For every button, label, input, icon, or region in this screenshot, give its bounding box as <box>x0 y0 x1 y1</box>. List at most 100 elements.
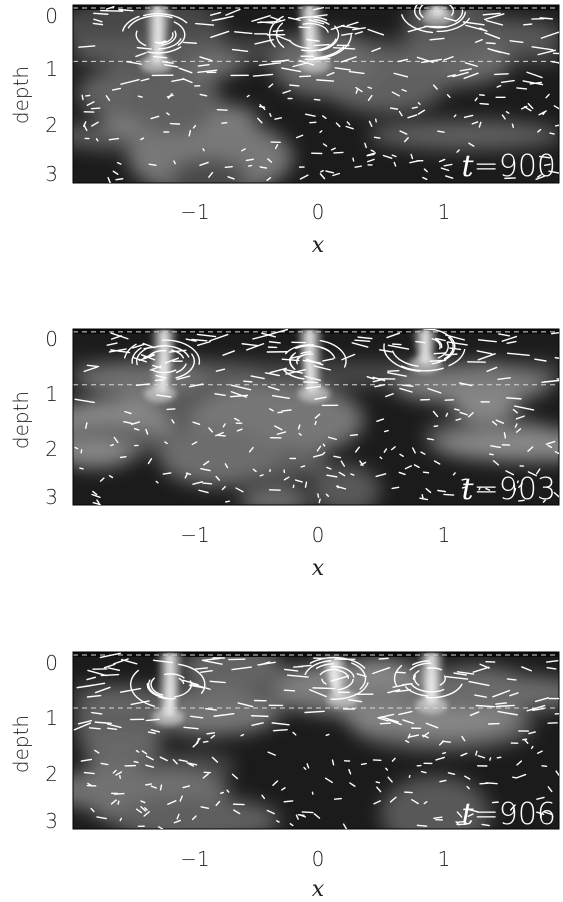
velocity-arrow <box>466 785 470 790</box>
panel-3-time-eq: = <box>474 797 499 832</box>
velocity-swirl <box>162 339 201 365</box>
velocity-swirl <box>409 662 432 671</box>
velocity-arrow <box>304 113 316 117</box>
velocity-arrow <box>191 683 211 690</box>
velocity-arrow <box>477 755 486 759</box>
panel-1-y-axis-label: depth <box>9 66 33 124</box>
velocity-arrow <box>445 412 449 417</box>
velocity-swirl <box>318 25 340 52</box>
velocity-arrow <box>233 809 241 815</box>
velocity-arrow <box>455 418 462 421</box>
panel-2-ytick-1: 1 <box>45 382 58 406</box>
velocity-arrow <box>553 491 559 498</box>
velocity-arrow <box>135 808 143 814</box>
velocity-arrow <box>200 806 210 809</box>
velocity-arrow <box>340 460 346 467</box>
velocity-arrow <box>416 824 428 827</box>
velocity-arrow <box>283 668 299 672</box>
velocity-arrow <box>537 128 542 133</box>
panel-2-ytick-0: 0 <box>45 327 58 351</box>
velocity-arrow <box>449 347 462 351</box>
velocity-arrow <box>308 689 327 698</box>
field-blobs <box>73 359 559 505</box>
panel-1-xtick-1: 1 <box>438 200 451 224</box>
velocity-arrow <box>209 333 229 342</box>
velocity-arrow <box>404 739 410 743</box>
velocity-arrow <box>197 340 212 347</box>
velocity-swirl <box>174 680 192 698</box>
velocity-arrow <box>294 479 303 483</box>
velocity-arrow <box>479 102 489 105</box>
velocity-arrow <box>196 333 217 338</box>
velocity-arrow <box>437 489 447 493</box>
velocity-arrow <box>252 73 274 77</box>
velocity-swirl <box>151 369 177 374</box>
field-blob <box>367 119 559 151</box>
velocity-arrow <box>443 56 454 61</box>
velocity-arrow <box>538 110 547 116</box>
velocity-arrow <box>459 68 472 72</box>
velocity-arrow <box>105 6 115 10</box>
velocity-arrow <box>73 722 92 731</box>
velocity-arrow <box>317 493 320 498</box>
velocity-arrow <box>173 819 181 824</box>
velocity-arrow <box>213 712 235 717</box>
velocity-arrow <box>113 436 119 444</box>
velocity-swirl <box>315 663 334 669</box>
velocity-arrow <box>282 89 291 94</box>
velocity-arrow <box>269 112 272 117</box>
velocity-arrow <box>78 45 96 48</box>
velocity-arrow <box>272 729 288 732</box>
velocity-arrow <box>147 458 153 465</box>
velocity-arrow <box>77 719 93 725</box>
velocity-arrow <box>94 721 112 725</box>
velocity-arrow <box>391 91 400 97</box>
velocity-arrow <box>287 17 301 21</box>
velocity-arrow <box>333 797 342 800</box>
velocity-arrow <box>354 165 362 168</box>
velocity-arrow <box>521 666 533 672</box>
velocity-arrow <box>376 418 385 423</box>
velocity-arrow <box>506 678 517 681</box>
velocity-arrow <box>452 71 469 78</box>
velocity-arrow <box>183 726 199 730</box>
velocity-swirl <box>175 363 187 374</box>
velocity-arrow <box>159 756 168 762</box>
velocity-arrow <box>547 786 553 793</box>
velocity-arrow <box>111 87 122 91</box>
velocity-arrow <box>341 32 353 36</box>
velocity-arrow <box>319 130 323 134</box>
panel-1-velocity-arrows <box>78 5 559 183</box>
velocity-arrow <box>222 350 236 356</box>
velocity-arrow <box>215 431 224 437</box>
field-blob <box>239 485 310 505</box>
velocity-arrow <box>92 502 101 505</box>
velocity-arrow <box>496 84 502 88</box>
velocity-arrow <box>206 732 216 735</box>
velocity-swirl <box>178 677 185 685</box>
velocity-arrow <box>460 752 468 757</box>
velocity-arrow <box>379 456 383 460</box>
velocity-arrow <box>108 137 120 141</box>
panel-3-ytick-3: 3 <box>45 809 58 833</box>
velocity-arrow <box>152 659 173 664</box>
velocity-arrow <box>136 46 153 50</box>
velocity-arrow <box>537 49 556 56</box>
velocity-swirl <box>426 667 443 671</box>
velocity-arrow <box>495 702 508 705</box>
velocity-arrow <box>511 123 514 128</box>
panel-2-xtick-1: 1 <box>438 523 451 547</box>
velocity-arrow <box>421 58 443 64</box>
velocity-arrow <box>226 789 230 793</box>
velocity-swirl <box>150 677 164 696</box>
velocity-arrow <box>132 343 145 349</box>
velocity-swirl <box>313 18 330 25</box>
velocity-arrow <box>270 16 282 22</box>
velocity-arrow <box>509 40 524 43</box>
plume-3 <box>409 329 442 374</box>
velocity-arrow <box>178 759 188 763</box>
panel-3-xtick-1: 1 <box>438 847 451 871</box>
velocity-arrow <box>453 114 457 118</box>
velocity-arrow <box>306 38 320 42</box>
velocity-arrow <box>486 366 498 373</box>
